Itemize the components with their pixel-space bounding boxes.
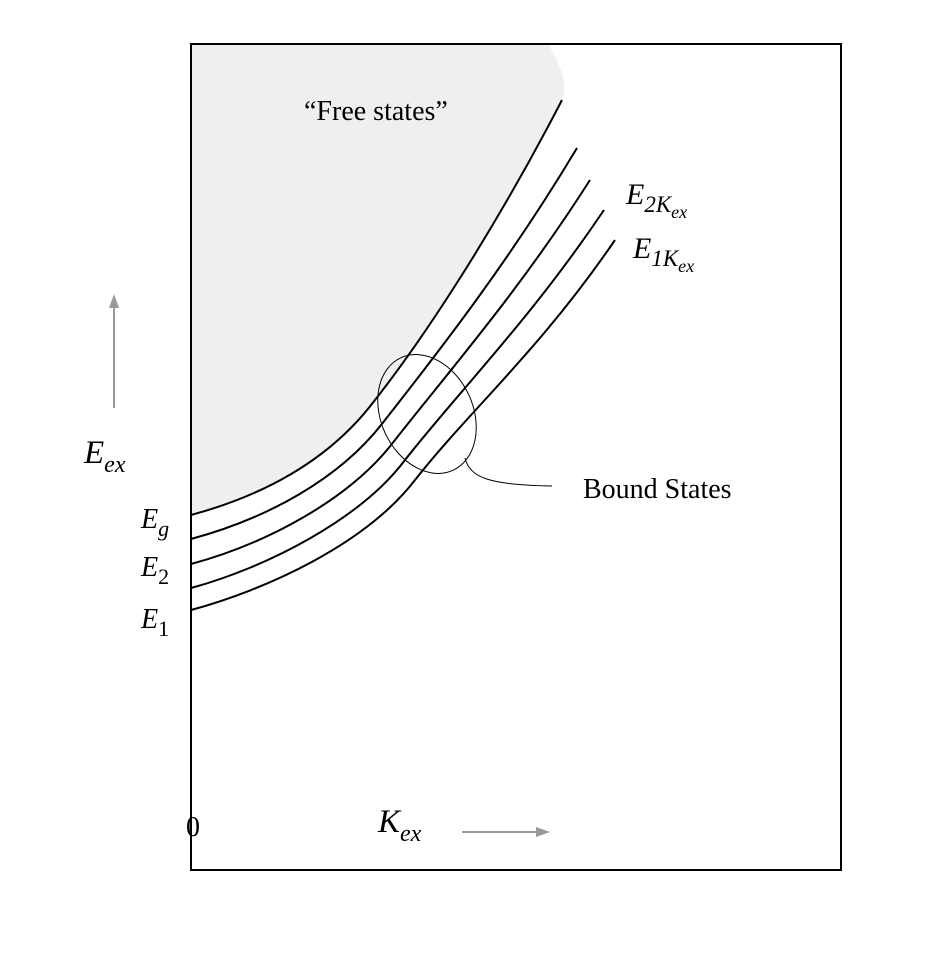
dispersion-curve-eg — [190, 99, 563, 516]
bound-states-leader — [464, 457, 553, 487]
free-states-region — [191, 44, 565, 515]
dispersion-curve-5 — [190, 239, 616, 611]
bound-states-label: Bound States — [583, 474, 732, 505]
plot-frame — [190, 43, 842, 871]
bound-states-ellipse — [377, 354, 477, 474]
x-axis-label: Kex — [377, 804, 422, 847]
level-label-e2: E2 — [140, 552, 169, 589]
y-axis-label: Eex — [83, 435, 126, 478]
origin-label: 0 — [186, 812, 200, 843]
x-axis-arrowhead — [536, 827, 550, 837]
level-label-eg: Eg — [140, 504, 169, 541]
free-states-label: “Free states” — [304, 96, 448, 127]
dispersion-curve-3 — [190, 179, 591, 565]
level-label-e1: E1 — [140, 604, 169, 641]
dispersion-curve-2 — [190, 147, 578, 540]
branch-label-e2k: E2Kex — [625, 178, 687, 222]
y-axis-arrowhead — [109, 294, 119, 308]
branch-label-e1k: E1Kex — [632, 232, 694, 276]
